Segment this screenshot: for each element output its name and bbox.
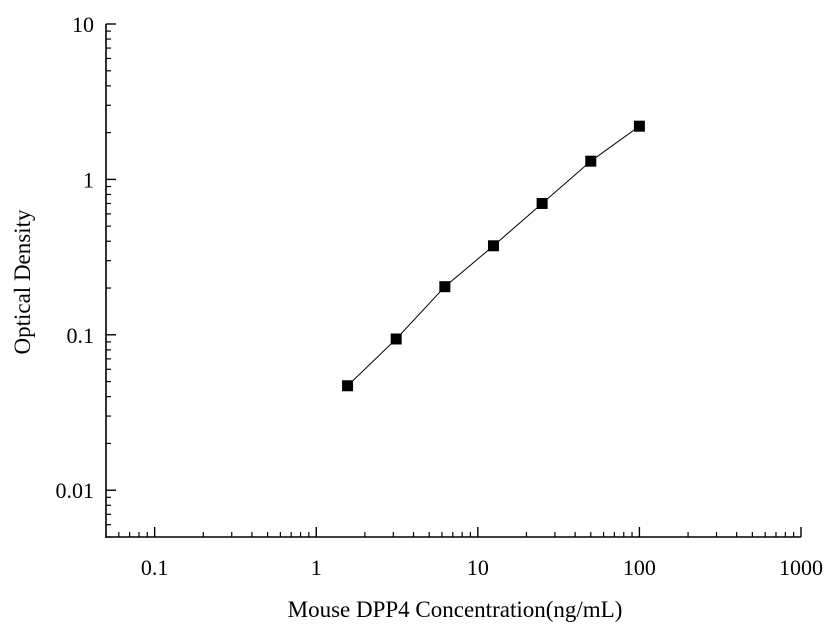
data-point: [390, 333, 402, 345]
data-point: [439, 281, 451, 293]
data-point: [342, 380, 354, 392]
x-tick-label: 1: [311, 555, 322, 580]
data-point: [536, 197, 548, 209]
x-tick-label: 10: [467, 555, 489, 580]
data-point: [633, 120, 645, 132]
x-tick-label: 0.1: [141, 555, 169, 580]
y-tick-label: 1: [83, 167, 94, 192]
y-axis-title: Optical Density: [10, 209, 35, 354]
x-axis-title: Mouse DPP4 Concentration(ng/mL): [288, 597, 623, 622]
y-tick-label: 0.01: [56, 478, 95, 503]
data-point: [487, 240, 499, 252]
plot-area: [342, 120, 645, 392]
x-tick-label: 1000: [779, 555, 823, 580]
axes: [105, 24, 801, 538]
x-tick-labels: 0.1 1 10 100 1000: [141, 555, 823, 580]
y-tick-label: 0.1: [67, 323, 95, 348]
y-tick-label: 10: [72, 12, 94, 37]
x-tick-label: 100: [623, 555, 656, 580]
y-tick-labels: 0.01 0.1 1 10: [56, 12, 95, 503]
data-point: [585, 155, 597, 167]
x-ticks: [105, 527, 802, 537]
y-ticks: [106, 23, 116, 538]
